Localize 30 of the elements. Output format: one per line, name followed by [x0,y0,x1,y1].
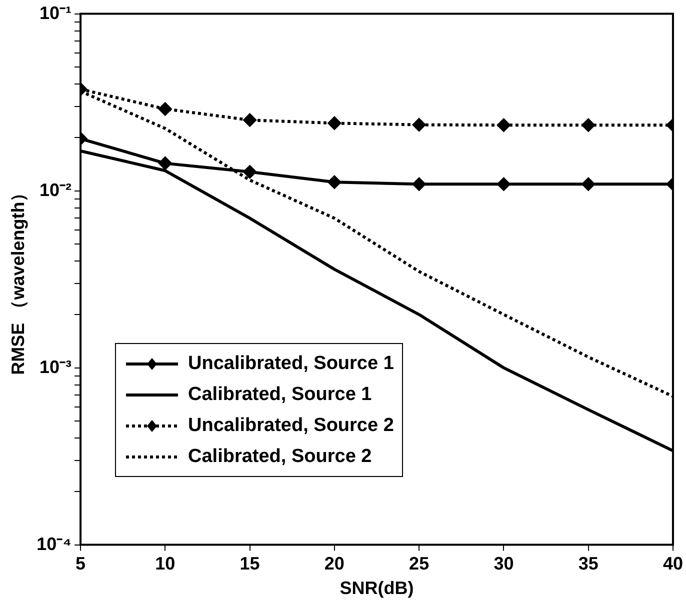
y-tick-label: 10⁻² [40,180,72,200]
legend-label: Uncalibrated, Source 1 [188,352,394,374]
y-tick-label: 10⁻⁴ [36,534,72,554]
point [158,102,172,116]
x-tick-label: 40 [662,554,684,574]
x-tick-label: 5 [76,554,86,574]
y-tick-label: 10⁻³ [40,356,72,377]
point [497,178,510,191]
point [582,178,595,191]
x-tick-label: 10 [155,554,176,574]
point [412,118,426,132]
x-tick-label: 35 [578,554,598,574]
point [497,118,510,132]
y-axis-title: RMSE （wavelength） [8,184,28,375]
point [582,118,595,132]
legend-label: Calibrated, Source 2 [188,446,372,468]
point [158,156,172,170]
x-tick-label: 20 [324,554,344,574]
point [412,178,426,191]
x-tick-label: 30 [494,554,514,574]
legend-label: Uncalibrated, Source 2 [188,414,394,436]
x-tick-label: 15 [240,554,260,574]
point [328,176,341,189]
y-tick-label: 10⁻¹ [40,2,72,23]
x-axis-title: SNR(dB) [340,578,414,598]
point [328,116,341,130]
point [243,114,256,127]
legend-label: Calibrated, Source 1 [188,384,372,406]
point [243,165,256,178]
x-tick-label: 25 [409,554,430,574]
